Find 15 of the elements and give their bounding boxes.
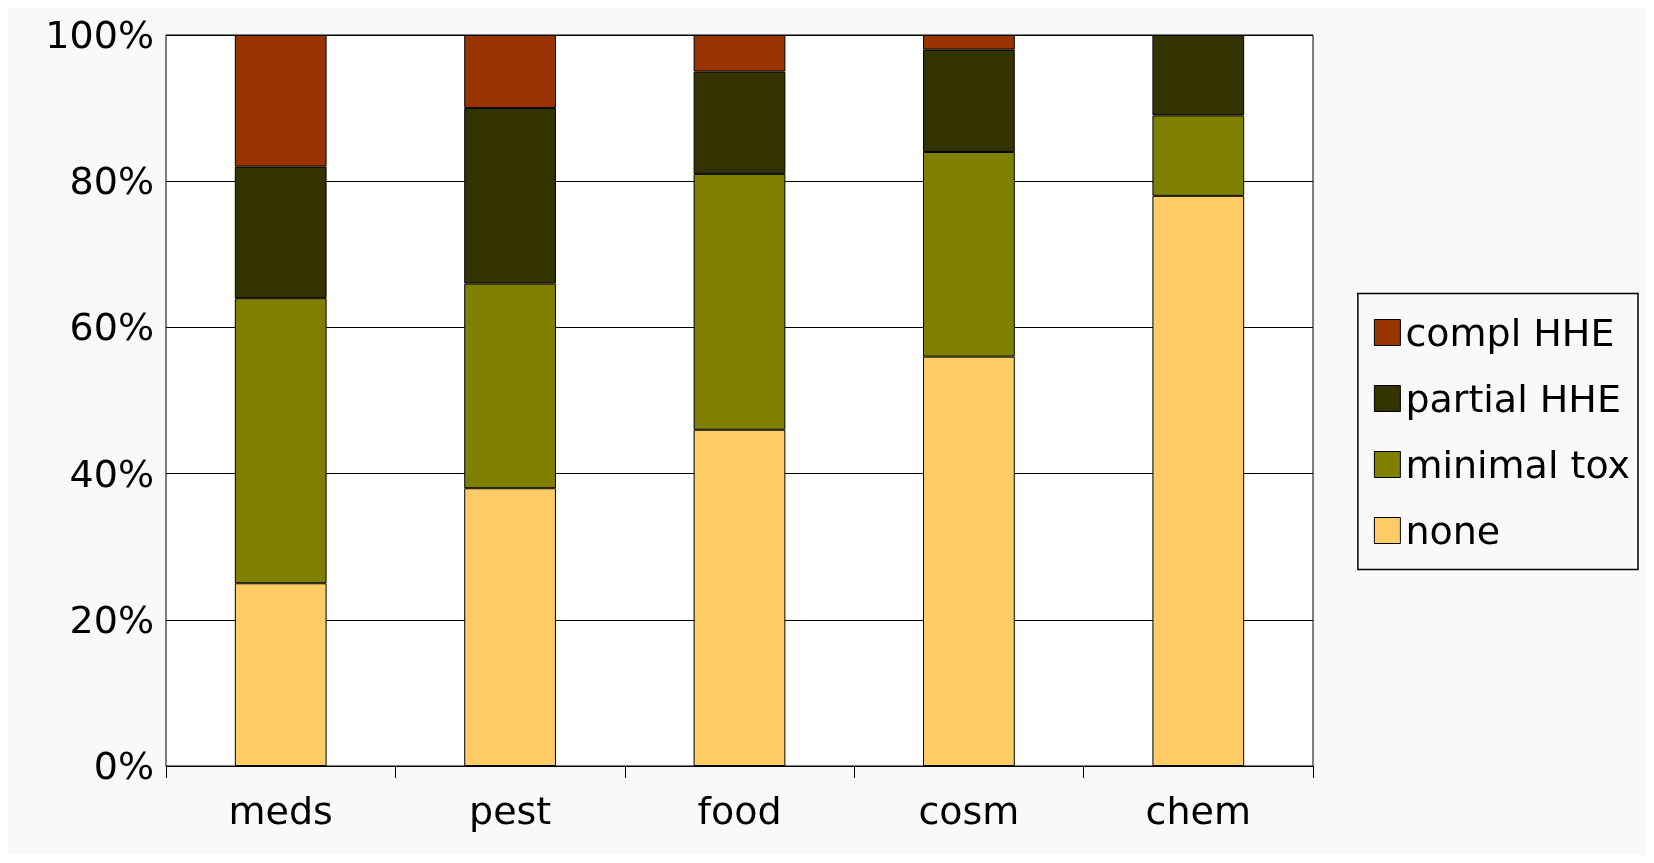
y-tick-label: 0% [93,744,154,788]
legend-label: compl HHE [1405,310,1615,355]
legend-label: none [1405,508,1501,553]
y-tick-label: 60% [69,305,154,350]
y-tick-label: 20% [69,597,154,642]
y-tick-label: 100% [45,13,154,57]
x-tick-label: chem [1145,789,1251,833]
y-tick-label: 80% [69,159,154,204]
legend-label: minimal tox [1405,442,1630,487]
legend-label: partial HHE [1405,376,1621,421]
x-tick-label: cosm [918,789,1020,833]
x-tick-label: meds [228,789,333,833]
x-tick-label: pest [469,789,552,833]
x-tick-label: food [697,789,782,833]
y-tick-label: 40% [69,451,154,496]
